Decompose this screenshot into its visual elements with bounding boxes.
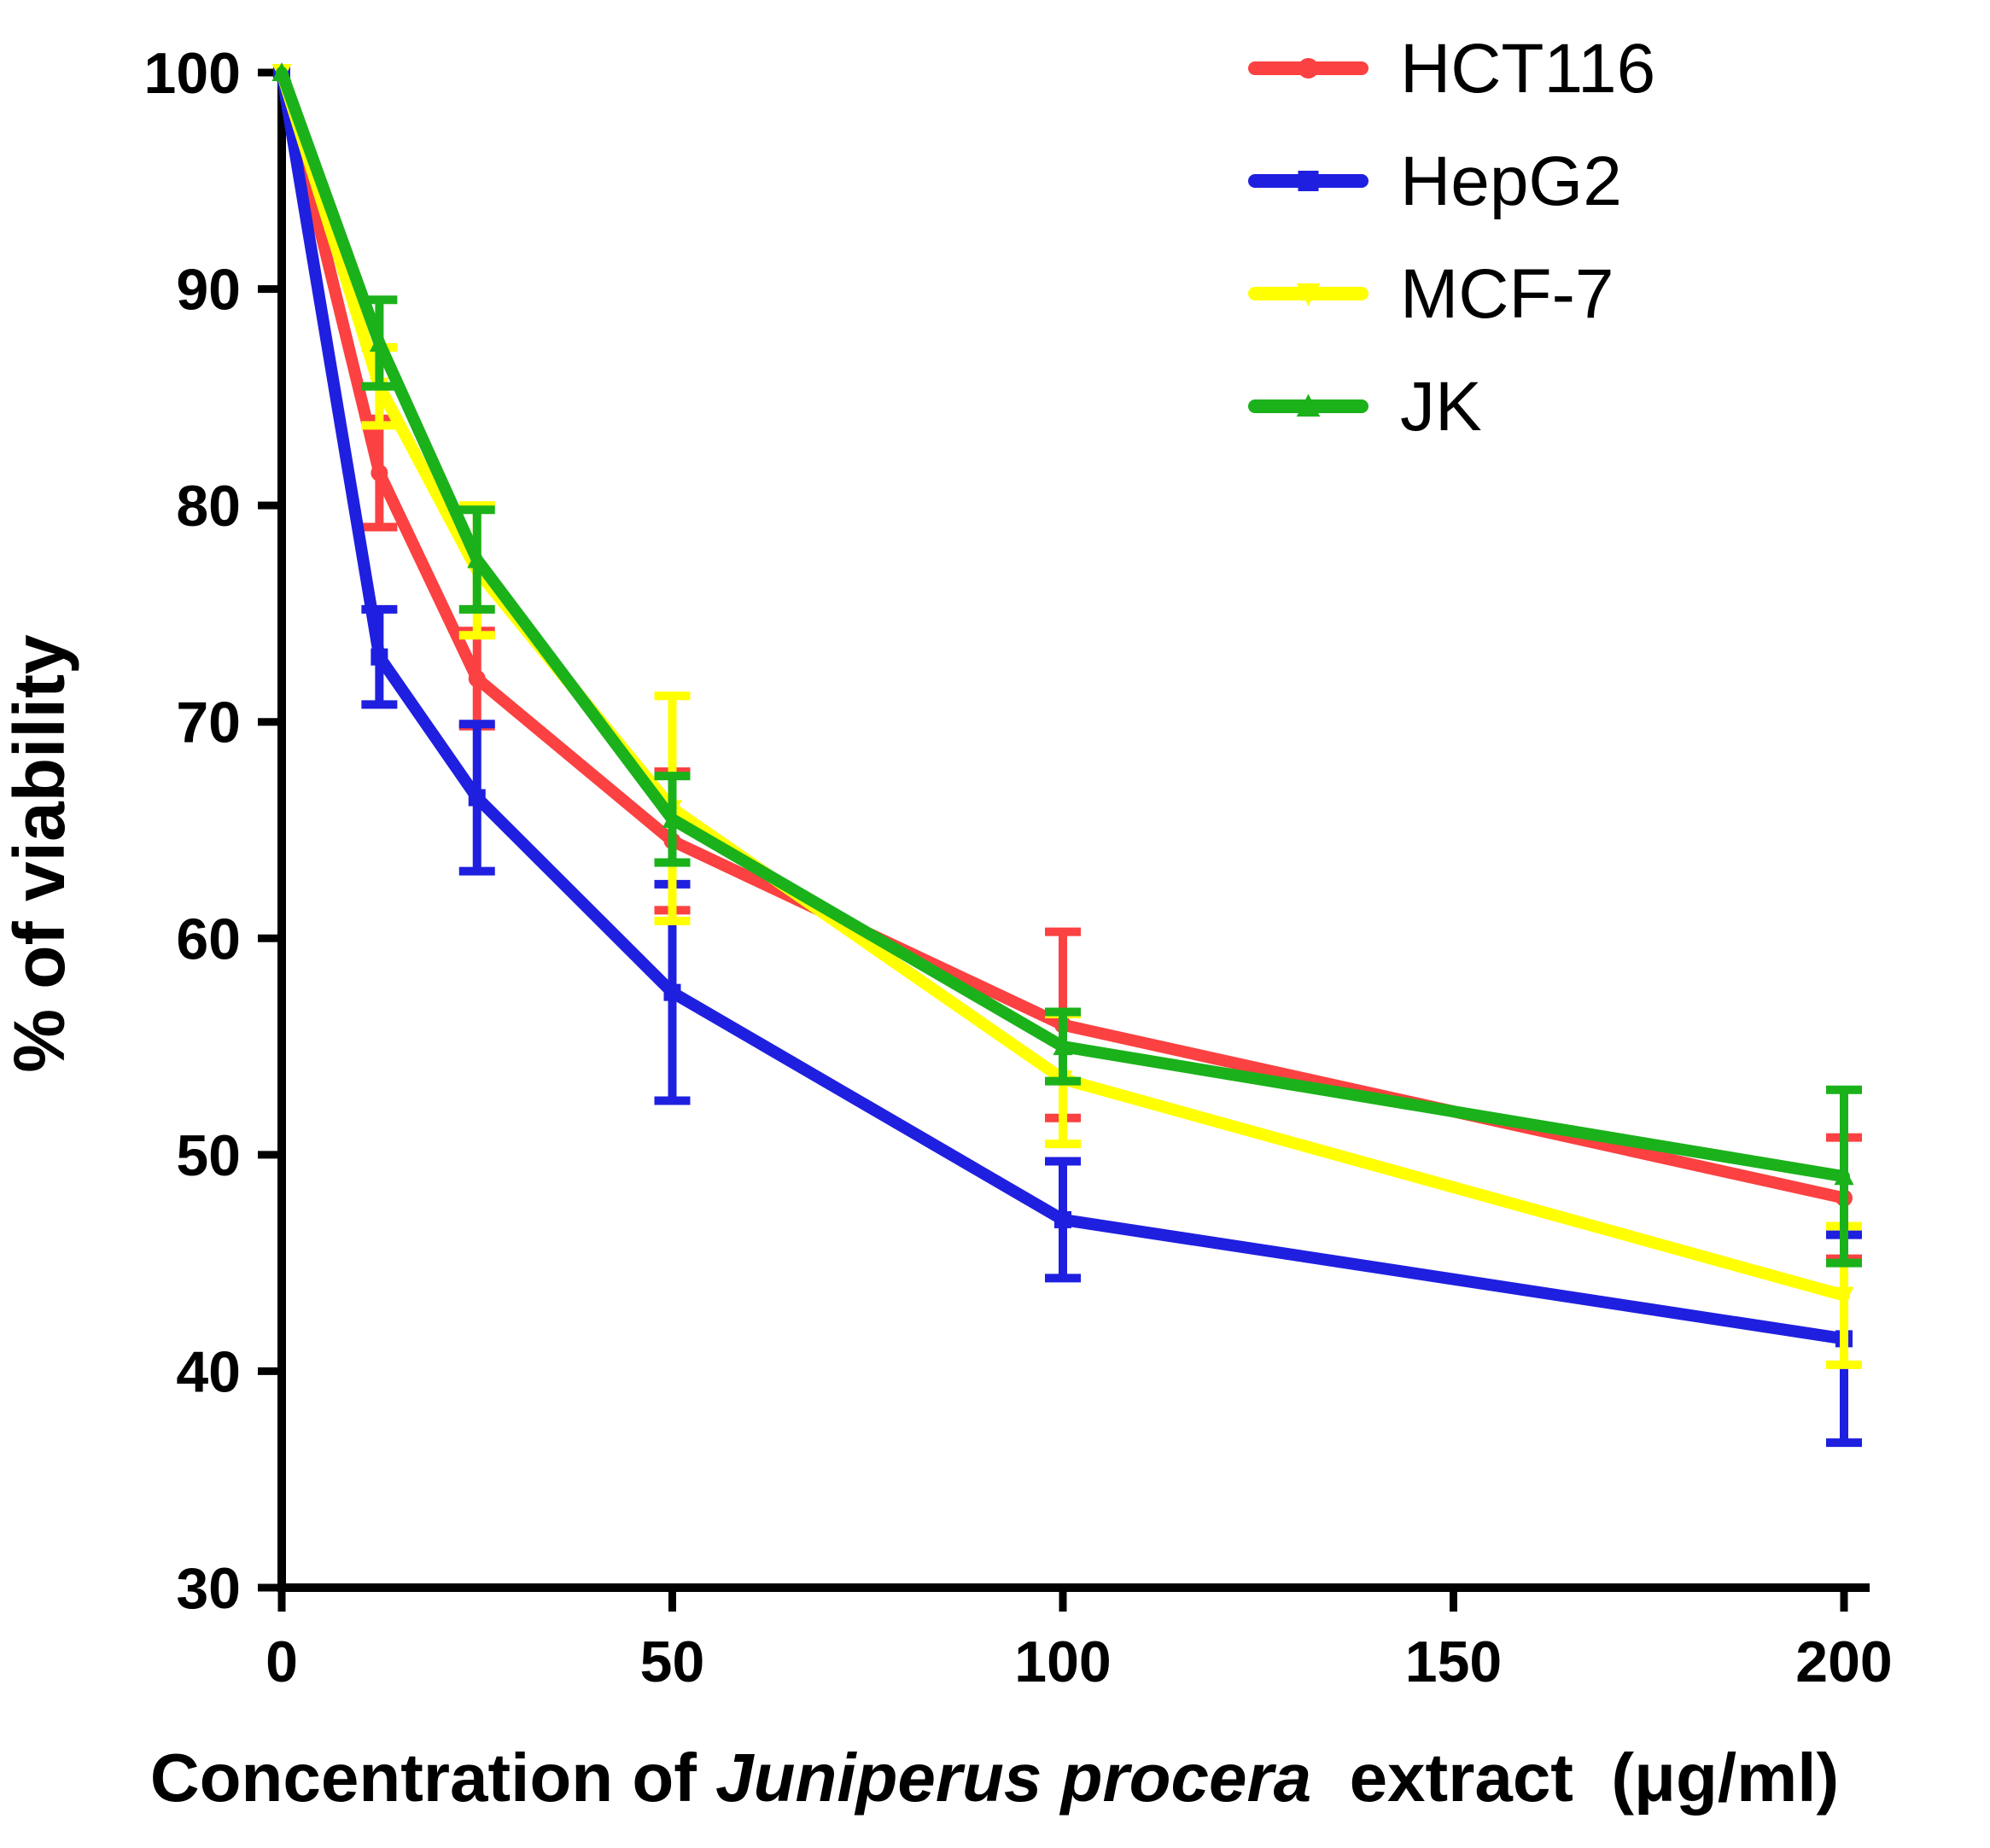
- y-tick-label: 100: [144, 41, 241, 106]
- y-tick-label: 60: [176, 907, 241, 971]
- data-point-marker: [467, 549, 487, 568]
- x-tick-label: 150: [1405, 1629, 1502, 1694]
- data-point-marker: [371, 464, 388, 482]
- legend-label: HCT116: [1400, 30, 1655, 108]
- data-point-marker: [1053, 1036, 1073, 1056]
- axis-lines: [277, 73, 1870, 1592]
- x-axis-title-suffix: extract (μg/ml): [1311, 1740, 1839, 1816]
- legend-label: HepG2: [1400, 143, 1622, 220]
- legend-item-HCT116: HCT116: [1248, 30, 1655, 108]
- x-tick-label: 200: [1795, 1629, 1892, 1694]
- tick-group: 30 40 50 60 70 80 90 100 0 50 100 150 200: [144, 41, 1893, 1694]
- data-point-marker: [662, 808, 682, 828]
- y-tick-label: 80: [176, 474, 241, 539]
- legend-label: JK: [1400, 368, 1482, 446]
- data-point-marker: [1834, 1286, 1854, 1306]
- data-point-marker: [468, 789, 486, 807]
- data-point-marker: [1834, 1166, 1854, 1186]
- y-axis-title: % of viability: [0, 634, 79, 1073]
- y-tick-label: 90: [176, 258, 241, 323]
- data-point-marker: [1298, 171, 1319, 191]
- legend-item-JK: JK: [1248, 368, 1482, 446]
- series-group: [271, 62, 1862, 1448]
- data-point-marker: [1296, 394, 1321, 417]
- y-tick-label: 70: [176, 691, 241, 755]
- x-axis-title: Concentration of Juniperus procera extra…: [150, 1740, 1839, 1816]
- data-point-marker: [271, 62, 292, 81]
- data-point-marker: [468, 670, 486, 687]
- legend-group: HCT116 HepG2 MCF-7 JK: [1248, 30, 1655, 446]
- x-tick-label: 0: [266, 1629, 298, 1694]
- x-tick-label: 50: [640, 1629, 705, 1694]
- y-tick-label: 40: [176, 1339, 241, 1404]
- data-point-marker: [369, 332, 389, 352]
- series-line-HepG2: [276, 67, 1850, 1345]
- y-tick-label: 30: [176, 1556, 241, 1621]
- legend-label: MCF-7: [1400, 255, 1614, 333]
- series-line-JK: [276, 67, 1850, 1183]
- series-line-HCT116: [276, 67, 1850, 1204]
- data-point-marker: [663, 983, 681, 1001]
- series-JK: [271, 62, 1862, 1268]
- x-axis-title-prefix: Concentration of: [150, 1740, 715, 1816]
- data-point-marker: [1054, 1210, 1071, 1228]
- legend-item-MCF-7: MCF-7: [1248, 255, 1614, 333]
- y-tick-label: 50: [176, 1123, 241, 1188]
- data-point-marker: [1296, 283, 1321, 306]
- x-axis-title-species: Juniperus procera: [715, 1740, 1311, 1816]
- data-point-marker: [1298, 58, 1319, 79]
- axes-group: [277, 73, 1870, 1592]
- legend-item-HepG2: HepG2: [1248, 143, 1622, 220]
- data-point-marker: [371, 648, 388, 666]
- x-tick-label: 100: [1014, 1629, 1111, 1694]
